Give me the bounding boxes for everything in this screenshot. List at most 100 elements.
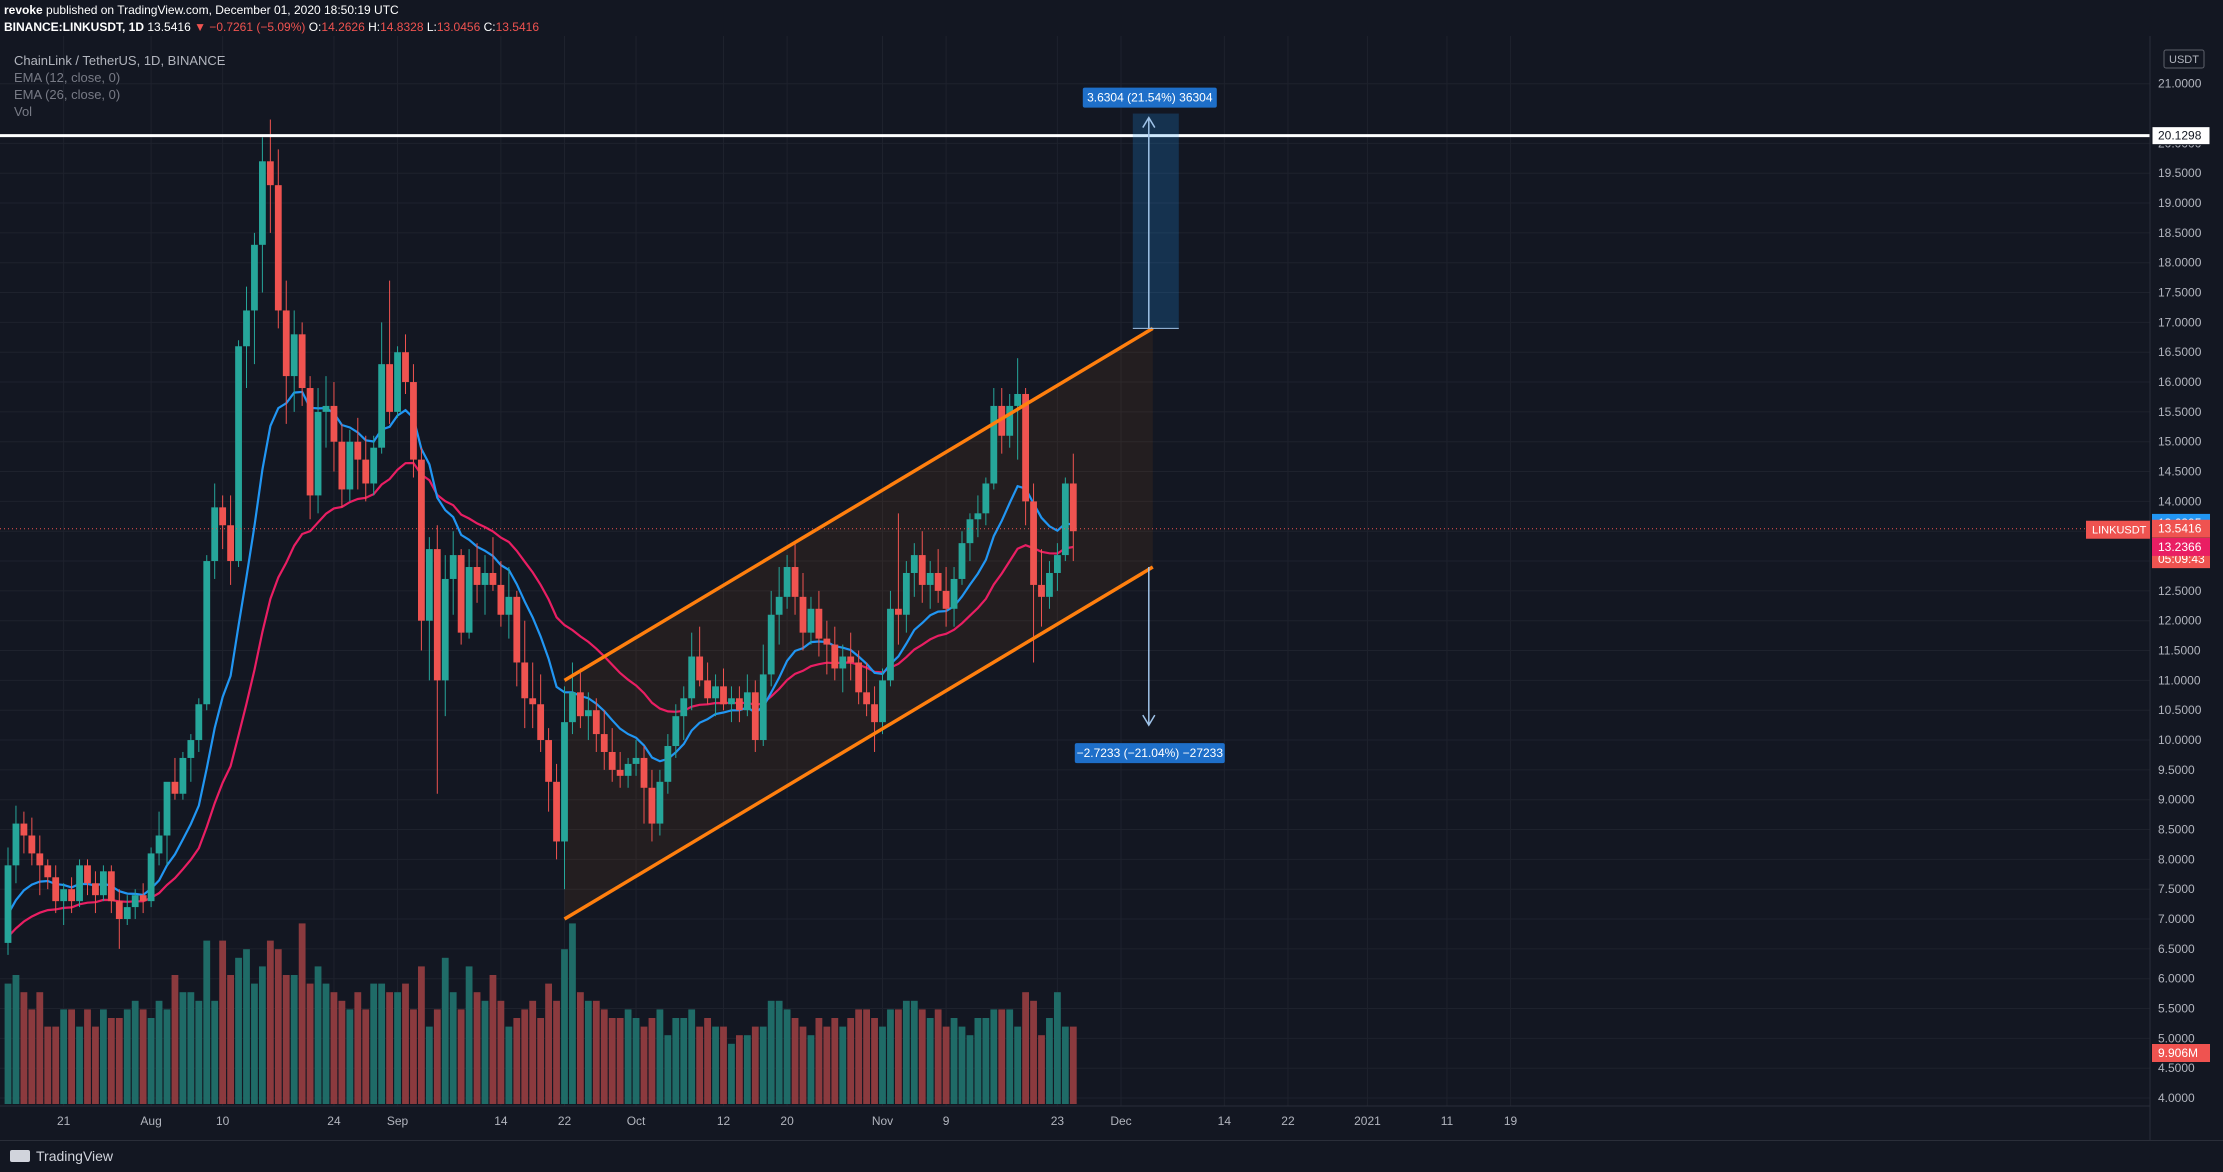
- symbol-ohlc-line: BINANCE:LINKUSDT, 1D 13.5416 ▼ −0.7261 (…: [4, 20, 539, 34]
- candle-body: [1054, 555, 1061, 573]
- candle-body: [958, 543, 966, 579]
- volume-bar: [815, 1018, 823, 1104]
- volume-bar: [664, 1035, 672, 1104]
- volume-bar: [1014, 1026, 1022, 1104]
- volume-bar: [656, 1009, 664, 1104]
- candle-body: [584, 710, 592, 717]
- volume-bar: [449, 992, 457, 1104]
- ohlc-close: 13.5416: [495, 20, 539, 34]
- candle-body: [394, 352, 401, 412]
- time-tick-label: 10: [216, 1114, 230, 1128]
- tradingview-logo[interactable]: TradingView: [10, 1148, 113, 1164]
- candle-body: [100, 871, 107, 896]
- volume-bar: [775, 1000, 783, 1104]
- price-change: ▼ −0.7261 (−5.09%): [194, 20, 306, 34]
- ohlc-low: 13.0456: [436, 20, 481, 34]
- candle-body: [934, 572, 942, 591]
- volume-bar: [68, 1009, 75, 1104]
- volume-bar: [4, 983, 12, 1104]
- grid-lines: [0, 36, 2150, 1106]
- candle-body: [76, 865, 83, 902]
- volume-bar: [505, 1026, 513, 1104]
- time-tick-label: 19: [1504, 1114, 1518, 1128]
- volume-bar: [36, 992, 44, 1104]
- price-tick-label: 15.5000: [2158, 405, 2202, 419]
- volume-bar: [28, 1009, 36, 1104]
- candles: [4, 119, 1077, 955]
- last-price: 13.5416: [147, 20, 191, 34]
- volume-bar: [624, 1009, 632, 1104]
- volume-bar: [831, 1018, 839, 1104]
- candle-body: [561, 722, 568, 842]
- volume-bar: [386, 992, 393, 1104]
- candle-body: [799, 596, 807, 633]
- candle-body: [449, 555, 457, 579]
- volume-bar: [195, 1000, 203, 1104]
- channel-lower-line: [563, 565, 1154, 921]
- author-name[interactable]: revoke: [4, 3, 43, 17]
- candle-body: [131, 895, 139, 908]
- price-tick-label: 10.0000: [2158, 733, 2202, 747]
- price-tick-label: 7.0000: [2158, 912, 2195, 926]
- volume-bar: [902, 1000, 910, 1104]
- candlestick-chart[interactable]: 4.0000 4.5000 5.0000 5.5000 6.0000 6.5000 7.00…: [0, 36, 2223, 1140]
- candle-body: [577, 692, 584, 717]
- candle-body: [751, 692, 759, 741]
- volume-bar: [974, 1018, 982, 1104]
- volume-bar: [704, 1018, 711, 1104]
- candle-body: [855, 662, 863, 693]
- volume-bar: [895, 1009, 902, 1104]
- time-tick-label: 2021: [1354, 1114, 1381, 1128]
- channel-fill: [564, 328, 1153, 920]
- volume-bar: [688, 1009, 696, 1104]
- volume-bar: [425, 1026, 433, 1104]
- volume-bar: [418, 966, 425, 1104]
- legend-ema26[interactable]: EMA (26, close, 0): [14, 87, 121, 102]
- candle-body: [823, 638, 831, 645]
- volume-bar: [1006, 1009, 1014, 1104]
- candle-body: [282, 310, 290, 377]
- time-tick-label: 22: [1281, 1114, 1295, 1128]
- candle-body: [219, 507, 227, 526]
- candle-body: [569, 692, 576, 723]
- volume-bar: [577, 992, 584, 1104]
- volume-bar: [84, 1009, 91, 1104]
- price-tick-label: 6.5000: [2158, 942, 2195, 956]
- candle-body: [322, 405, 330, 412]
- candle-body: [672, 716, 680, 747]
- volume-bar: [402, 983, 409, 1104]
- price-axis-bg: [2150, 36, 2223, 1140]
- volume-bar: [871, 1018, 878, 1104]
- candle-body: [378, 364, 386, 448]
- candle-body: [791, 567, 799, 597]
- legend-vol[interactable]: Vol: [14, 104, 33, 119]
- candle-body: [489, 572, 497, 585]
- candle-body: [887, 608, 894, 681]
- candle-body: [354, 441, 362, 460]
- symbol-tag-box: [2086, 520, 2150, 539]
- currency-label: USDT: [2169, 54, 2199, 66]
- volume-bar: [20, 992, 28, 1104]
- volume-bar: [759, 1026, 767, 1104]
- ohlc-h-label: H:: [368, 20, 381, 34]
- volume-bar: [179, 992, 187, 1104]
- legend-ema12[interactable]: EMA (12, close, 0): [14, 70, 121, 85]
- volume-bar: [1046, 1018, 1053, 1104]
- volume-bar: [950, 1018, 958, 1104]
- price-tag-label: 13.5416: [2158, 522, 2202, 536]
- price-tick-label: 5.5000: [2158, 1002, 2195, 1016]
- candle-body: [974, 513, 982, 520]
- volume-bar: [736, 1035, 743, 1104]
- candle-body: [235, 346, 242, 562]
- candle-body: [990, 405, 998, 484]
- volume-bar: [330, 992, 338, 1104]
- candle-body: [521, 662, 529, 699]
- measure-down-label-box: [1074, 743, 1225, 764]
- candle-body: [12, 823, 20, 866]
- volume-bar: [616, 1018, 624, 1104]
- volume-bar: [783, 1009, 791, 1104]
- chart-legend: ChainLink / TetherUS, 1D, BINANCE EMA (1…: [14, 52, 225, 120]
- price-tick-label: 10.5000: [2158, 703, 2202, 717]
- chart-title[interactable]: ChainLink / TetherUS, 1D, BINANCE: [14, 53, 226, 68]
- volume-bar: [1022, 992, 1029, 1104]
